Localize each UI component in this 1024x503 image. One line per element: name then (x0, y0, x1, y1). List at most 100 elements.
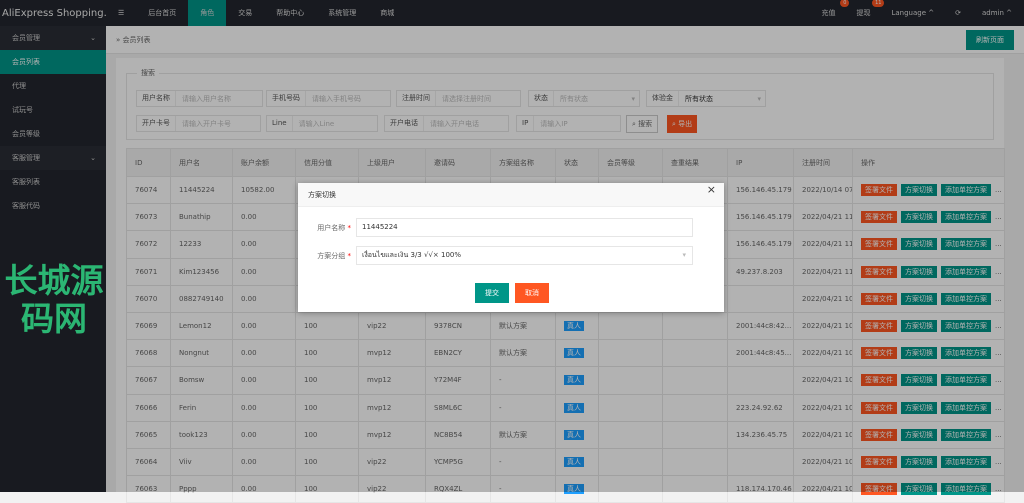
sidebar-group-members[interactable]: 会员管理 ⌄ (0, 26, 106, 50)
username-input[interactable]: 11445224 (356, 218, 693, 237)
export-button[interactable]: ⌕ 导出 (667, 115, 698, 133)
search-field[interactable]: 用户名称 请输入用户名称 (136, 90, 263, 107)
table-cell (598, 339, 663, 368)
add-control-plan-button[interactable]: 添加单控方案 (941, 238, 991, 251)
search-field[interactable]: 状态 所有状态 ▾ (528, 90, 640, 107)
field-label: 用户名称 (137, 91, 176, 106)
sign-file-button[interactable]: 签署文件 (861, 428, 897, 441)
sign-file-button[interactable]: 签署文件 (861, 455, 897, 468)
search-field[interactable]: 体验金 所有状态 ▾ (646, 90, 766, 107)
more-button[interactable]: ... (995, 457, 1002, 466)
more-button[interactable]: ... (995, 322, 1002, 331)
add-control-plan-button[interactable]: 添加单控方案 (941, 211, 991, 224)
more-button[interactable]: ... (995, 403, 1002, 412)
switch-plan-button[interactable]: 方案切换 (901, 238, 937, 251)
recharge-badge: 0 (840, 0, 850, 7)
nav-system[interactable]: 系统管理 (328, 9, 357, 17)
language-menu[interactable]: Language ^ (891, 9, 935, 17)
table-cell: 0.00 (232, 420, 296, 449)
table-row[interactable]: 76068 Nongnut 0.00 100 mvp12 EBN2CY 默认方案 真人 2001… (126, 339, 1005, 368)
add-control-plan-button[interactable]: 添加单控方案 (941, 320, 991, 333)
add-control-plan-button[interactable]: 添加单控方案 (941, 374, 991, 387)
sidebar-item-member-list[interactable]: 会员列表 (0, 50, 106, 74)
sidebar-item-service-code[interactable]: 客服代码 (12, 202, 40, 210)
switch-plan-button[interactable]: 方案切换 (901, 320, 937, 333)
column-header: 操作 (852, 148, 1005, 177)
sidebar-item-trial[interactable]: 试玩号 (12, 106, 33, 114)
sign-file-button[interactable]: 签署文件 (861, 320, 897, 333)
sign-file-button[interactable]: 签署文件 (861, 238, 897, 251)
switch-plan-button[interactable]: 方案切换 (901, 374, 937, 387)
add-control-plan-button[interactable]: 添加单控方案 (941, 455, 991, 468)
switch-plan-button[interactable]: 方案切换 (901, 455, 937, 468)
dropdown-arrow-icon: ▾ (682, 251, 686, 259)
nav-help[interactable]: 帮助中心 (276, 9, 305, 17)
sign-file-button[interactable]: 签署文件 (861, 184, 897, 197)
search-field[interactable]: 开户卡号 请输入开户卡号 (136, 115, 261, 132)
add-control-plan-button[interactable]: 添加单控方案 (941, 428, 991, 441)
close-icon[interactable]: × (706, 183, 716, 196)
search-field[interactable]: 开户电话 请输入开户电话 (384, 115, 509, 132)
actions-cell: 签署文件 方案切换 添加单控方案... (852, 175, 1005, 205)
more-button[interactable]: ... (995, 430, 1002, 439)
search-field[interactable]: 注册时间 请选择注册时间 (396, 90, 521, 107)
nav-trade[interactable]: 交易 (238, 9, 253, 17)
table-row[interactable]: 76064 Viiv 0.00 100 vip22 YCMP5G - 真人 2022/04/21… (126, 447, 1005, 477)
more-button[interactable]: ... (995, 186, 1002, 195)
search-button[interactable]: ⌕ 搜索 (626, 115, 659, 133)
nav-home[interactable]: 后台首页 (148, 9, 177, 17)
switch-plan-button[interactable]: 方案切换 (901, 347, 937, 360)
add-control-plan-button[interactable]: 添加单控方案 (941, 401, 991, 414)
more-button[interactable]: ... (995, 294, 1002, 303)
user-menu[interactable]: admin ^ (981, 9, 1012, 17)
switch-plan-button[interactable]: 方案切换 (901, 184, 937, 197)
add-control-plan-button[interactable]: 添加单控方案 (941, 347, 991, 360)
table-row[interactable]: 76066 Ferin 0.00 100 mvp12 S8ML6C - 真人 223.24.92… (126, 393, 1005, 422)
nav-role[interactable]: 角色 (188, 0, 227, 26)
sign-file-button[interactable]: 签署文件 (861, 347, 897, 360)
more-button[interactable]: ... (995, 376, 1002, 385)
sign-file-button[interactable]: 签署文件 (861, 292, 897, 305)
search-field[interactable]: IP 请输入IP (516, 115, 621, 132)
sign-file-button[interactable]: 签署文件 (861, 211, 897, 224)
add-control-plan-button[interactable]: 添加单控方案 (941, 292, 991, 305)
add-control-plan-button[interactable]: 添加单控方案 (941, 265, 991, 278)
menu-toggle-icon[interactable]: ☰ (118, 9, 125, 17)
switch-plan-button[interactable]: 方案切换 (901, 401, 937, 414)
switch-plan-button[interactable]: 方案切换 (901, 292, 937, 305)
switch-plan-button[interactable]: 方案切换 (901, 265, 937, 278)
search-field[interactable]: 手机号码 请输入手机号码 (266, 90, 391, 107)
more-button[interactable]: ... (995, 485, 1002, 494)
refresh-icon[interactable]: ⟳ (955, 9, 961, 17)
sidebar-item-level[interactable]: 会员等级 (12, 130, 40, 138)
table-cell: 0.00 (232, 447, 296, 477)
recharge-link[interactable]: 充值 0 (812, 0, 850, 18)
more-button[interactable]: ... (995, 349, 1002, 358)
nav-mall[interactable]: 商城 (380, 9, 395, 17)
table-row[interactable]: 76067 Bomsw 0.00 100 mvp12 Y72M4F - 真人 2022/04/2… (126, 366, 1005, 395)
field-label: 状态 (529, 91, 554, 106)
sidebar-group-service[interactable]: 客服管理 ⌄ (0, 146, 106, 170)
status-badge: 真人 (564, 456, 584, 467)
switch-plan-button[interactable]: 方案切换 (901, 211, 937, 224)
sign-file-button[interactable]: 签署文件 (861, 265, 897, 278)
more-button[interactable]: ... (995, 267, 1002, 276)
cancel-button[interactable]: 取消 (515, 283, 549, 303)
sign-file-button[interactable]: 签署文件 (861, 374, 897, 387)
actions-cell: 签署文件 方案切换 添加单控方案... (852, 366, 1005, 395)
table-cell: 100 (295, 447, 359, 477)
sign-file-button[interactable]: 签署文件 (861, 401, 897, 414)
sidebar-item-agent[interactable]: 代理 (12, 82, 26, 90)
more-button[interactable]: ... (995, 213, 1002, 222)
withdraw-link[interactable]: 提现 11 (847, 0, 885, 18)
search-field[interactable]: Line 请输入Line (266, 115, 378, 132)
table-row[interactable]: 76069 Lemon12 0.00 100 vip22 9378CN 默认方案 真人 2001… (126, 311, 1005, 341)
add-control-plan-button[interactable]: 添加单控方案 (941, 184, 991, 197)
submit-button[interactable]: 提交 (475, 283, 509, 303)
more-button[interactable]: ... (995, 240, 1002, 249)
switch-plan-button[interactable]: 方案切换 (901, 428, 937, 441)
sidebar-item-service-list[interactable]: 客服列表 (12, 178, 40, 186)
status-badge: 真人 (564, 484, 584, 495)
refresh-page-button[interactable]: 刷新页面 (966, 30, 1014, 50)
plan-group-select[interactable]: เงื่อนไขและเงิน 3/3 √√× 100% ▾ (356, 246, 693, 265)
